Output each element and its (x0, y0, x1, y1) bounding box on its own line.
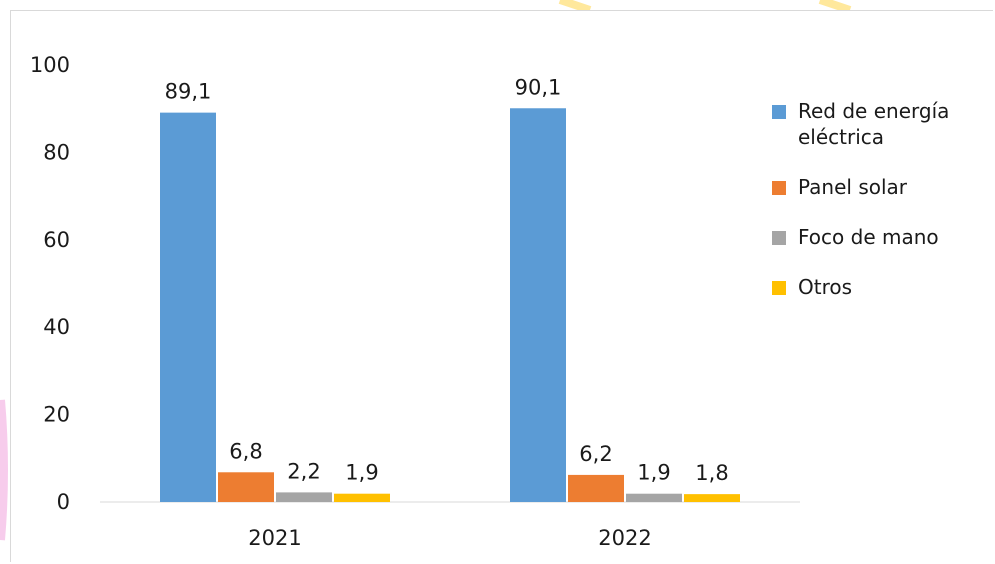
data-label: 1,9 (637, 461, 670, 485)
x-tick-label: 2022 (598, 526, 651, 550)
legend-label: Red de energía eléctrica (798, 99, 950, 149)
data-label: 2,2 (287, 459, 320, 483)
legend-label: Otros (798, 275, 853, 299)
bar (276, 492, 332, 502)
bar (568, 474, 624, 502)
data-label: 90,1 (515, 75, 562, 99)
data-label: 6,2 (579, 442, 612, 466)
legend-swatch (772, 181, 786, 195)
data-label: 1,9 (345, 461, 378, 485)
bar (510, 108, 566, 502)
y-tick-label: 80 (43, 140, 70, 164)
bar (626, 493, 682, 502)
y-tick-label: 20 (43, 403, 70, 427)
bar (684, 494, 740, 502)
bar (218, 472, 274, 502)
data-label: 1,8 (695, 461, 728, 485)
data-label: 89,1 (165, 80, 212, 104)
legend-swatch (772, 231, 786, 245)
bar (160, 112, 216, 503)
y-tick-label: 0 (57, 490, 70, 514)
y-tick-label: 40 (43, 315, 70, 339)
legend-swatch (772, 105, 786, 119)
legend-swatch (772, 281, 786, 295)
bar (334, 493, 390, 502)
x-tick-label: 2021 (248, 526, 301, 550)
legend-item: Otros (772, 274, 987, 300)
chart-legend: Red de energía eléctrica Panel solar Foco … (772, 98, 987, 300)
y-tick-label: 60 (43, 228, 70, 252)
legend-label: Panel solar (798, 175, 908, 199)
data-label: 6,8 (229, 439, 262, 463)
y-tick-label: 100 (30, 53, 70, 77)
legend-item: Red de energía eléctrica (772, 98, 987, 150)
legend-item: Foco de mano (772, 224, 987, 250)
legend-label: Foco de mano (798, 225, 939, 249)
legend-item: Panel solar (772, 174, 987, 200)
